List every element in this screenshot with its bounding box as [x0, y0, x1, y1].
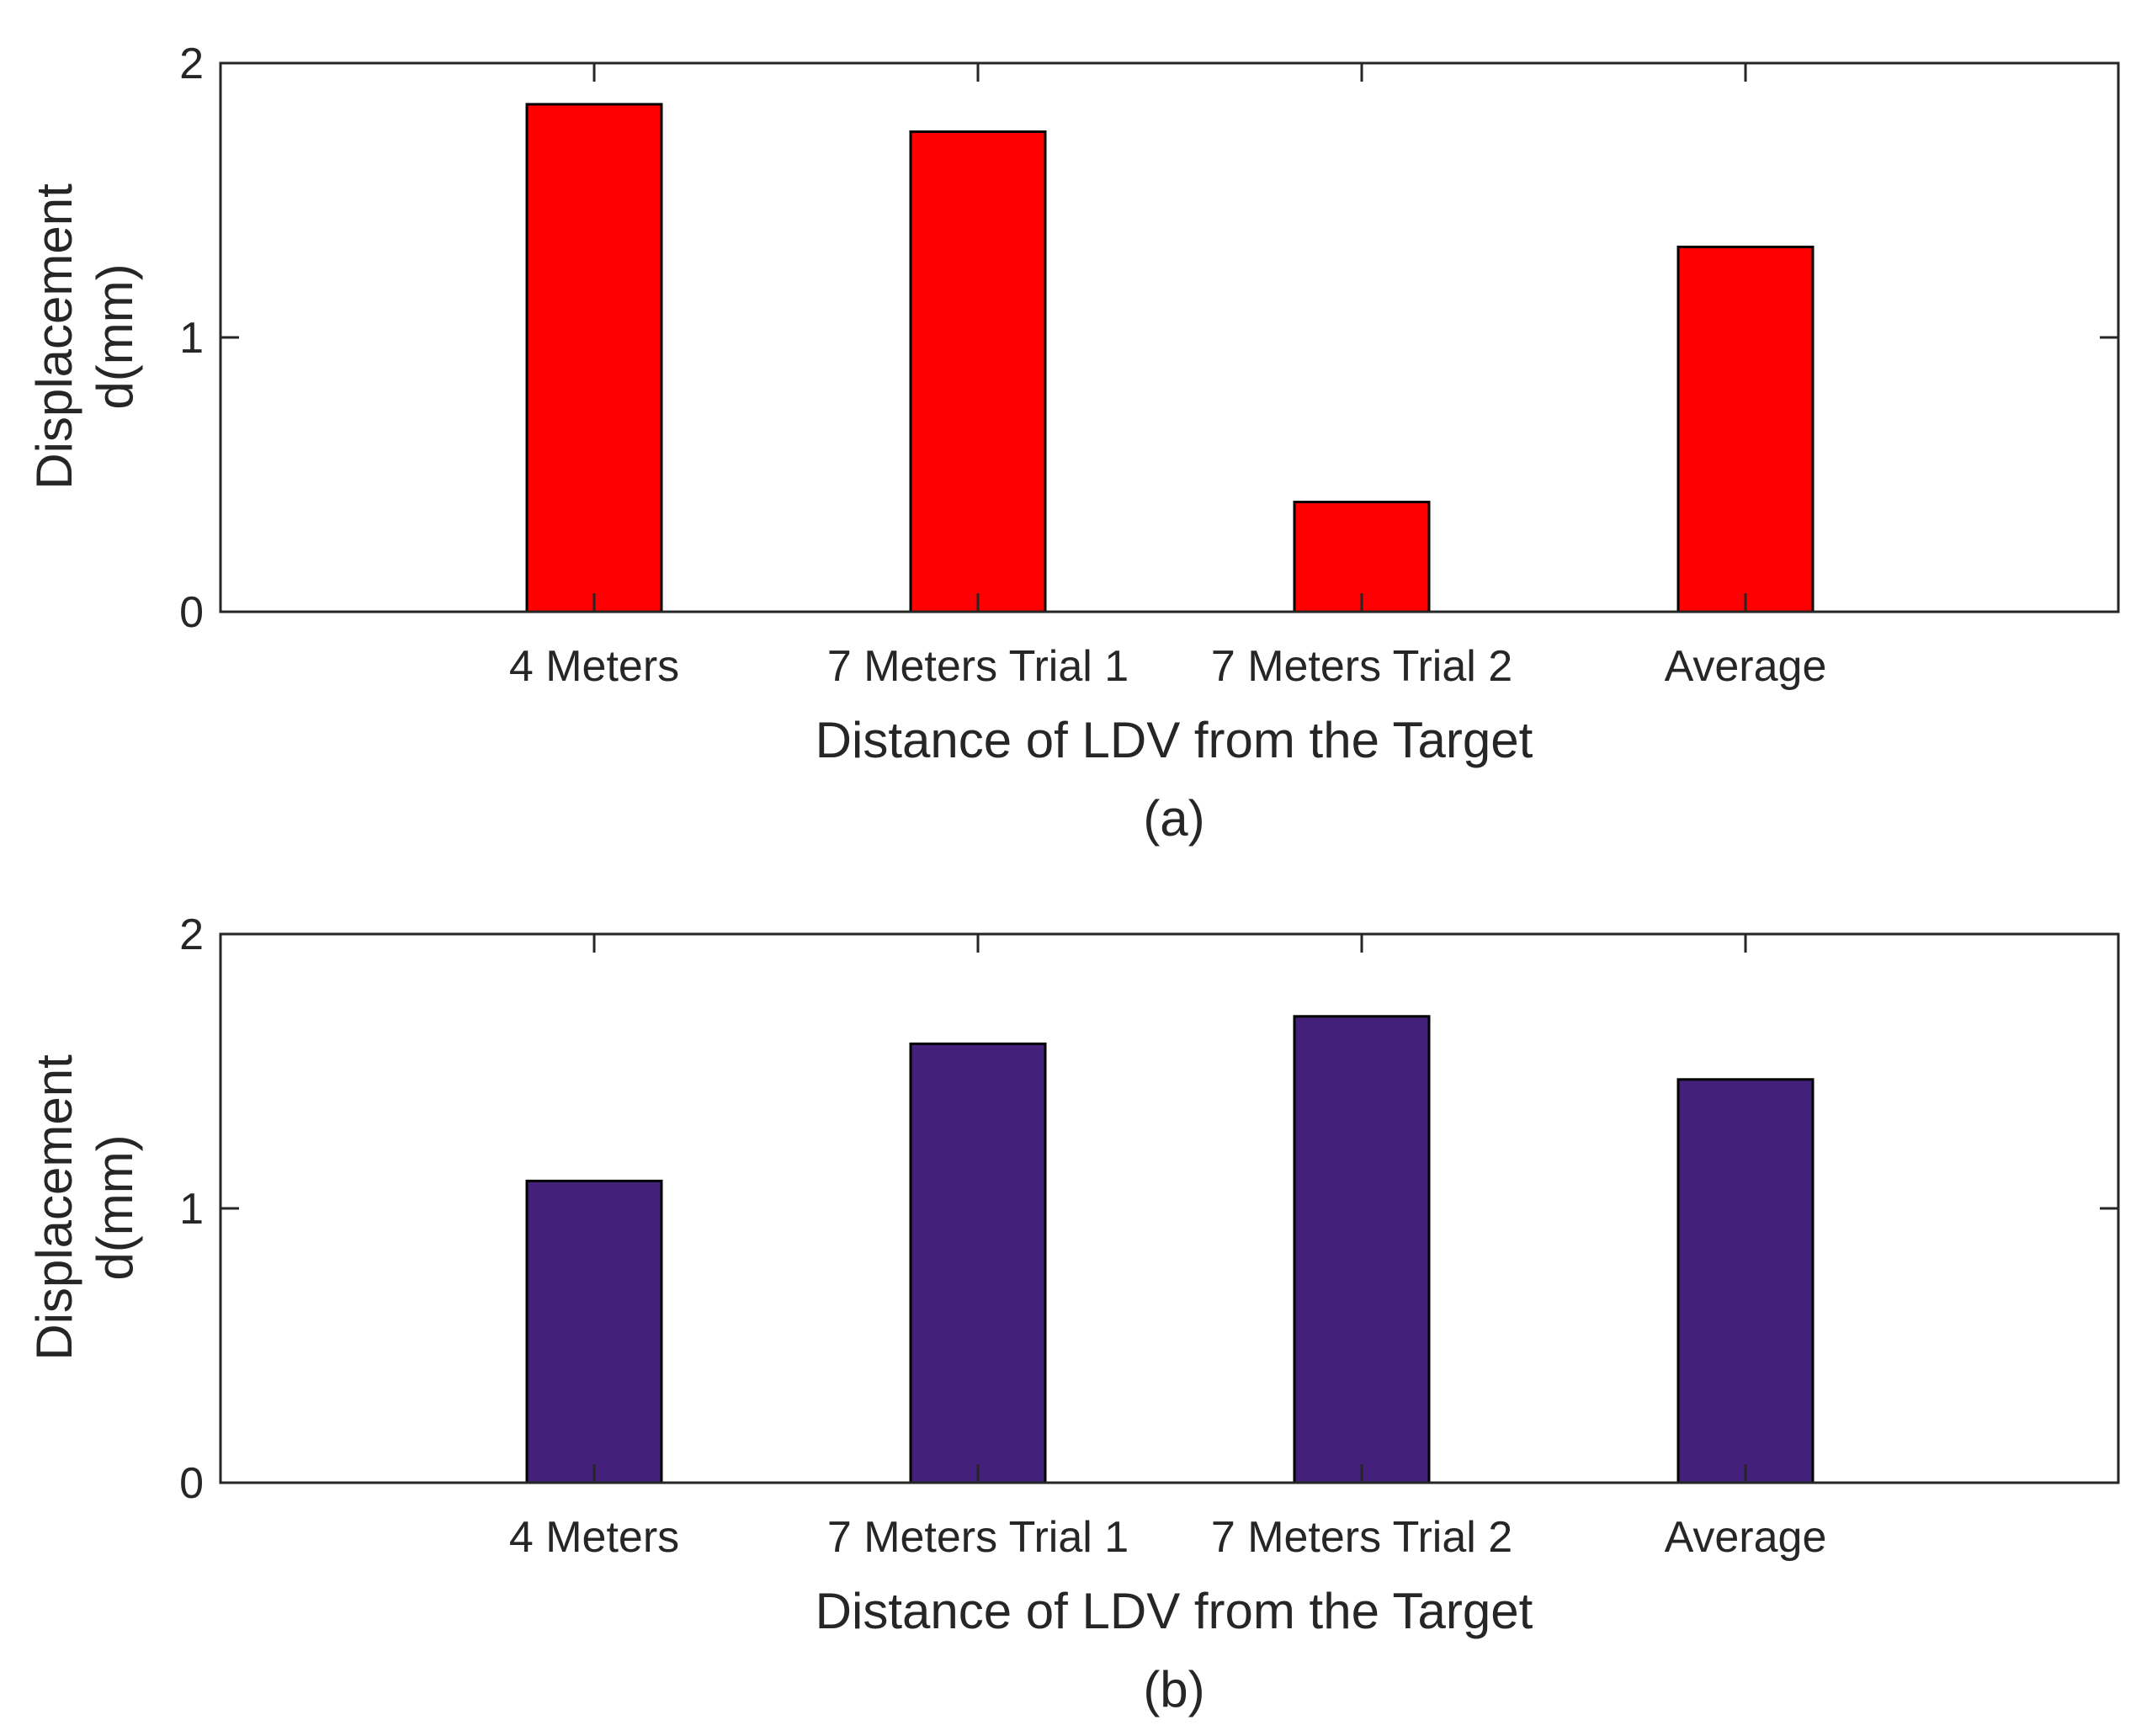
y-axis-label-line1: Displacement [26, 183, 82, 490]
y-tick-labels-a: 0 1 2 [179, 40, 204, 637]
y-tick-labels-b: 0 1 2 [179, 910, 204, 1508]
x-tick-label: Average [1665, 642, 1827, 691]
bar-1 [525, 1179, 663, 1484]
y-axis-label-line2: d(mm) [87, 263, 143, 409]
x-tick-label: 7 Meters Trial 2 [1211, 1513, 1512, 1562]
x-tick-label: 4 Meters [509, 642, 679, 691]
chart-panel-a: 4 Meters 7 Meters Trial 1 7 Meters Trial 2… [26, 40, 2120, 847]
y-tick-label: 0 [179, 1459, 204, 1508]
x-axis-label: Distance of LDV from the Target [816, 1583, 1533, 1639]
y-tick-label: 1 [179, 1185, 204, 1234]
x-tick-labels-b: 4 Meters 7 Meters Trial 1 7 Meters Trial 2… [509, 1513, 1827, 1562]
bar-3 [1293, 1015, 1431, 1484]
bar-2 [909, 130, 1047, 613]
y-tick-label: 2 [179, 40, 204, 88]
y-tick-label: 2 [179, 910, 204, 959]
panel-caption: (a) [1143, 790, 1204, 847]
bar-4 [1676, 245, 1815, 613]
x-tick-label: 4 Meters [509, 1513, 679, 1562]
bar-series-a [525, 103, 1815, 613]
tick-marks-b [221, 932, 2118, 1484]
x-axis-label: Distance of LDV from the Target [816, 712, 1533, 768]
bar-2 [909, 1042, 1047, 1484]
x-tick-label: Average [1665, 1513, 1827, 1562]
y-axis-label-line2: d(mm) [87, 1134, 143, 1280]
y-axis-label-line1: Displacement [26, 1054, 82, 1361]
bar-series-b [525, 1015, 1815, 1484]
bar-4 [1676, 1078, 1815, 1484]
x-tick-label: 7 Meters Trial 1 [827, 1513, 1129, 1562]
chart-panel-b: 4 Meters 7 Meters Trial 1 7 Meters Trial 2… [26, 910, 2120, 1717]
tick-marks-a [221, 61, 2118, 613]
y-tick-label: 1 [179, 314, 204, 363]
bar-3 [1293, 501, 1431, 613]
x-tick-labels-a: 4 Meters 7 Meters Trial 1 7 Meters Trial 2… [509, 642, 1827, 691]
panel-caption: (b) [1143, 1661, 1204, 1717]
bar-1 [525, 103, 663, 613]
y-tick-label: 0 [179, 588, 204, 637]
x-tick-label: 7 Meters Trial 1 [827, 642, 1129, 691]
x-tick-label: 7 Meters Trial 2 [1211, 642, 1512, 691]
